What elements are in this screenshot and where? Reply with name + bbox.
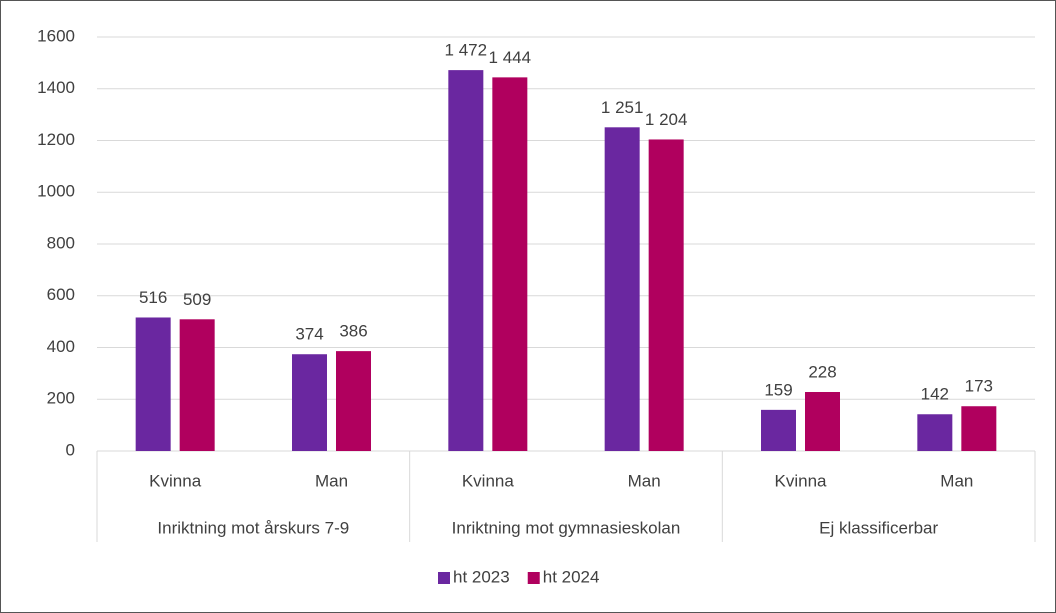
y-tick-label: 1000 <box>37 182 75 201</box>
bar <box>336 351 371 451</box>
value-label: 142 <box>921 385 949 404</box>
legend-swatch <box>438 572 450 584</box>
bar <box>492 77 528 452</box>
x-tick-label: Man <box>940 471 973 490</box>
bar <box>761 409 796 451</box>
value-label: 173 <box>965 377 993 396</box>
y-tick-label: 600 <box>47 285 75 304</box>
legend-swatch <box>527 572 540 584</box>
group-label: Ej klassificerbar <box>819 518 938 537</box>
bar <box>805 392 840 451</box>
bar <box>604 127 640 452</box>
y-tick-label: 1600 <box>37 26 75 45</box>
x-tick-label: Man <box>315 471 348 490</box>
x-tick-label: Kvinna <box>149 471 202 490</box>
y-tick-label: 800 <box>47 233 75 252</box>
bar <box>917 414 953 451</box>
bar <box>648 139 684 451</box>
bar <box>961 406 997 451</box>
bar <box>448 70 484 452</box>
bar <box>292 354 327 451</box>
value-label: 374 <box>295 325 323 344</box>
value-label: 1 472 <box>445 41 488 60</box>
y-tick-label: 1200 <box>37 130 75 149</box>
y-tick-label: 400 <box>47 337 75 356</box>
value-label: 228 <box>808 362 836 381</box>
value-label: 1 204 <box>645 110 688 129</box>
value-label: 1 251 <box>601 98 644 117</box>
x-tick-label: Kvinna <box>462 471 515 490</box>
value-label: 159 <box>764 380 792 399</box>
x-tick-label: Man <box>628 471 661 490</box>
legend-label: ht 2023 <box>453 567 510 586</box>
y-tick-label: 0 <box>66 440 75 459</box>
value-label: 516 <box>139 288 167 307</box>
y-tick-label: 200 <box>47 389 75 408</box>
group-label: Inriktning mot gymnasieskolan <box>452 518 681 537</box>
value-label: 509 <box>183 290 211 309</box>
x-tick-label: Kvinna <box>775 471 828 490</box>
legend-label: ht 2024 <box>543 567 600 586</box>
bar <box>135 317 171 451</box>
bar <box>179 319 215 451</box>
value-label: 386 <box>339 322 367 341</box>
y-tick-label: 1400 <box>37 78 75 97</box>
value-label: 1 444 <box>489 48 532 67</box>
group-label: Inriktning mot årskurs 7-9 <box>157 518 349 537</box>
